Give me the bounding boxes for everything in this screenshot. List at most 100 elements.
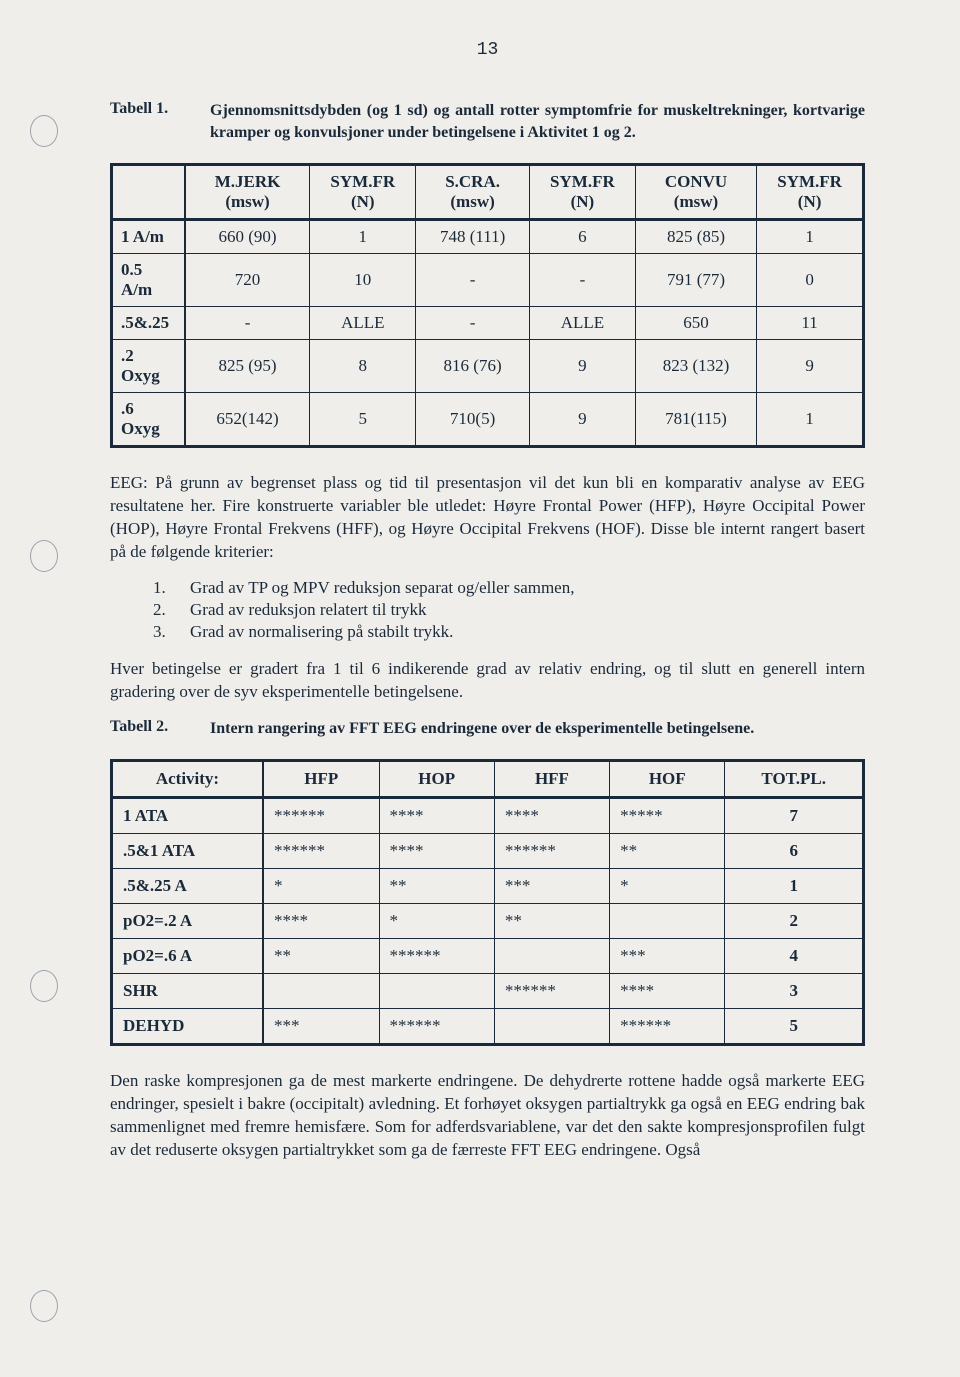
table-cell: 10 — [310, 254, 416, 307]
table-row: 0.5 A/m72010--791 (77)0 — [112, 254, 864, 307]
table2-header-cell: HFP — [263, 761, 379, 798]
table-cell: 3 — [725, 974, 864, 1009]
criteria-item: Grad av reduksjon relatert til trykk — [170, 600, 865, 620]
table-cell: SHR — [112, 974, 263, 1009]
grading-paragraph: Hver betingelse er gradert fra 1 til 6 i… — [110, 658, 865, 704]
table-cell: 0 — [757, 254, 864, 307]
table-row: pO2=.2 A*******2 — [112, 904, 864, 939]
table2-caption: Intern rangering av FFT EEG endringene o… — [210, 718, 754, 740]
table-cell: 823 (132) — [635, 340, 756, 393]
table2: Activity: HFP HOP HFF HOF TOT.PL. 1 ATA*… — [110, 759, 865, 1046]
table1-header-row: M.JERK (msw) SYM.FR (N) S.CRA. (msw) SYM… — [112, 165, 864, 220]
table-row: SHR**********3 — [112, 974, 864, 1009]
table-row: .5&1 ATA******************6 — [112, 834, 864, 869]
table-cell: *** — [610, 939, 725, 974]
table-cell: 9 — [757, 340, 864, 393]
scan-artifact-circle — [30, 1290, 58, 1322]
table-cell: 9 — [530, 393, 636, 447]
table-cell: 4 — [725, 939, 864, 974]
table-row: pO2=.6 A***********4 — [112, 939, 864, 974]
table-cell: - — [416, 307, 530, 340]
table-cell: **** — [494, 798, 609, 834]
table-cell: 825 (95) — [185, 340, 310, 393]
criteria-item: Grad av TP og MPV reduksjon separat og/e… — [170, 578, 865, 598]
table-cell: 5 — [310, 393, 416, 447]
table-row: DEHYD***************5 — [112, 1009, 864, 1045]
table1-header-cell: CONVU (msw) — [635, 165, 756, 220]
eeg-paragraph: EEG: På grunn av begrenset plass og tid … — [110, 472, 865, 564]
table-cell: 660 (90) — [185, 220, 310, 254]
table-cell: ****** — [263, 834, 379, 869]
table-cell: .5&.25 — [112, 307, 185, 340]
table2-header-cell: HFF — [494, 761, 609, 798]
table-cell: ****** — [379, 939, 494, 974]
table-cell: ** — [263, 939, 379, 974]
table-row: 1 A/m660 (90)1748 (111)6825 (85)1 — [112, 220, 864, 254]
table-cell: pO2=.2 A — [112, 904, 263, 939]
table-cell: .5&.25 A — [112, 869, 263, 904]
table-cell — [610, 904, 725, 939]
table-cell: ** — [610, 834, 725, 869]
table-cell — [263, 974, 379, 1009]
table2-header-row: Activity: HFP HOP HFF HOF TOT.PL. — [112, 761, 864, 798]
table-cell: .2 Oxyg — [112, 340, 185, 393]
table-cell: 1 A/m — [112, 220, 185, 254]
table-cell: 7 — [725, 798, 864, 834]
table-cell — [494, 1009, 609, 1045]
table-cell: - — [530, 254, 636, 307]
final-paragraph: Den raske kompresjonen ga de mest marker… — [110, 1070, 865, 1162]
table-cell: ** — [379, 869, 494, 904]
table-row: 1 ATA*******************7 — [112, 798, 864, 834]
table1-label: Tabell 1. — [110, 100, 210, 118]
table-cell: *** — [494, 869, 609, 904]
table-cell: pO2=.6 A — [112, 939, 263, 974]
table-cell: **** — [610, 974, 725, 1009]
table-cell: ** — [494, 904, 609, 939]
table-row: .5&.25-ALLE-ALLE65011 — [112, 307, 864, 340]
table-cell: 8 — [310, 340, 416, 393]
table-cell: 6 — [725, 834, 864, 869]
table-cell: 2 — [725, 904, 864, 939]
table-cell: 1 — [757, 220, 864, 254]
table-cell: 650 — [635, 307, 756, 340]
table-cell: ****** — [610, 1009, 725, 1045]
table-cell: 0.5 A/m — [112, 254, 185, 307]
table2-header-cell: HOF — [610, 761, 725, 798]
table2-header-cell: Activity: — [112, 761, 263, 798]
table-cell: ***** — [610, 798, 725, 834]
table2-label: Tabell 2. — [110, 718, 210, 736]
table-row: .2 Oxyg825 (95)8816 (76)9823 (132)9 — [112, 340, 864, 393]
table2-header-cell: TOT.PL. — [725, 761, 864, 798]
table-cell: ALLE — [310, 307, 416, 340]
table-cell: 825 (85) — [635, 220, 756, 254]
table-cell: *** — [263, 1009, 379, 1045]
table-cell — [379, 974, 494, 1009]
table-cell: 6 — [530, 220, 636, 254]
table2-caption-row: Tabell 2. Intern rangering av FFT EEG en… — [110, 718, 865, 740]
table-cell: ****** — [494, 834, 609, 869]
table-cell: ****** — [263, 798, 379, 834]
table-cell: * — [263, 869, 379, 904]
page-number: 13 — [110, 40, 865, 60]
table-cell: 1 — [725, 869, 864, 904]
criteria-list: Grad av TP og MPV reduksjon separat og/e… — [170, 578, 865, 642]
table1-caption: Gjennomsnittsdybden (og 1 sd) og antall … — [210, 100, 865, 143]
table-cell: **** — [379, 834, 494, 869]
table-row: .6 Oxyg652(142)5710(5)9781(115)1 — [112, 393, 864, 447]
table-cell: 5 — [725, 1009, 864, 1045]
scan-artifact-circle — [30, 970, 58, 1002]
table-cell: **** — [263, 904, 379, 939]
table-cell: * — [379, 904, 494, 939]
table-cell: * — [610, 869, 725, 904]
table1-header-cell: SYM.FR (N) — [757, 165, 864, 220]
table-cell: 791 (77) — [635, 254, 756, 307]
table-cell: DEHYD — [112, 1009, 263, 1045]
table1-header-cell: SYM.FR (N) — [310, 165, 416, 220]
table-cell: - — [416, 254, 530, 307]
table-cell: 652(142) — [185, 393, 310, 447]
table-cell: 9 — [530, 340, 636, 393]
scan-artifact-circle — [30, 115, 58, 147]
table-cell: - — [185, 307, 310, 340]
table-cell: 11 — [757, 307, 864, 340]
table-cell: .6 Oxyg — [112, 393, 185, 447]
